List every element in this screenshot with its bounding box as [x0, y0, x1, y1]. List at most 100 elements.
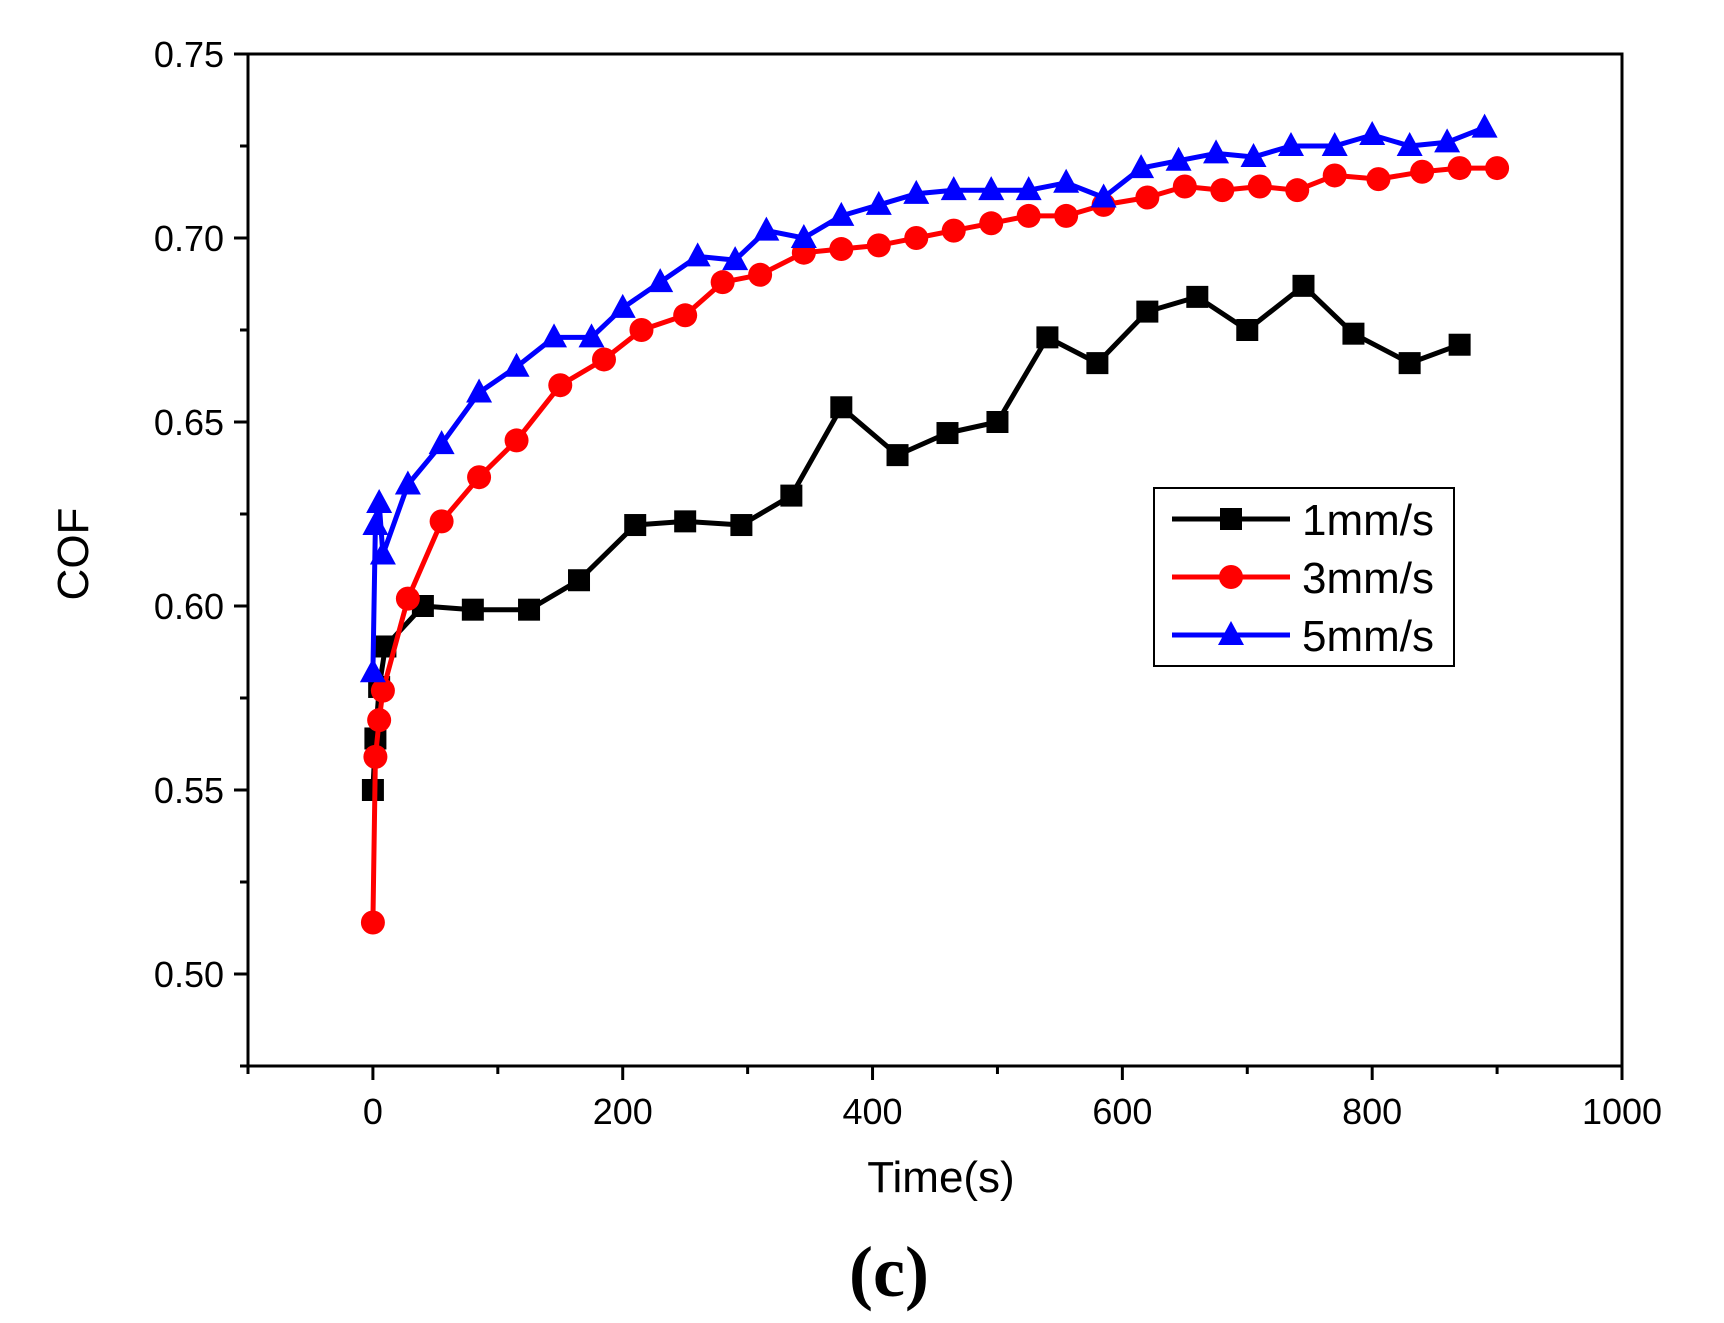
data-point — [1471, 113, 1498, 138]
x-tick-label: 600 — [1092, 1091, 1152, 1132]
data-point — [1447, 156, 1472, 181]
data-point — [753, 216, 780, 241]
data-point — [1321, 132, 1348, 156]
data-point — [647, 268, 674, 293]
data-point — [1090, 183, 1117, 208]
legend-label: 5mm/s — [1302, 612, 1434, 661]
data-point — [568, 569, 591, 592]
data-point — [467, 465, 492, 490]
data-point — [1366, 167, 1391, 192]
data-point — [1054, 203, 1079, 228]
data-point — [1086, 352, 1109, 375]
data-point — [395, 586, 420, 611]
data-point — [1210, 178, 1235, 203]
data-point — [548, 373, 573, 398]
data-point — [591, 347, 616, 372]
data-point — [1203, 139, 1230, 164]
data-point — [541, 323, 568, 348]
data-point — [518, 598, 541, 621]
data-point — [370, 678, 395, 703]
legend-entry: 5mm/s — [1172, 612, 1434, 661]
data-point — [1172, 174, 1197, 199]
data-point — [780, 484, 803, 507]
legend-entry: 3mm/s — [1172, 554, 1434, 603]
data-point — [367, 708, 392, 733]
data-point — [940, 176, 967, 201]
data-point — [1053, 168, 1080, 193]
data-point — [1128, 154, 1155, 179]
data-point — [1186, 285, 1209, 308]
y-tick-label: 0.70 — [154, 218, 224, 259]
labels: Time(s) COF (c) — [49, 508, 1015, 1312]
data-point — [830, 396, 853, 419]
legend-entry: 1mm/s — [1172, 496, 1434, 545]
data-point — [903, 179, 930, 204]
series-5mms — [359, 113, 1498, 683]
data-point — [674, 510, 697, 533]
x-tick-label: 1000 — [1582, 1091, 1662, 1132]
data-point — [904, 226, 929, 250]
legend-label: 1mm/s — [1302, 496, 1434, 545]
data-point — [1398, 352, 1421, 375]
y-tick-label: 0.50 — [154, 954, 224, 995]
data-point — [428, 430, 455, 455]
data-point — [1434, 128, 1461, 153]
x-tick-label: 0 — [363, 1091, 383, 1132]
x-tick-label: 200 — [593, 1091, 653, 1132]
series-group — [359, 113, 1510, 935]
data-point — [461, 598, 484, 621]
data-point — [986, 411, 1009, 433]
axes: 0 200 400 600 800 1000 0.50 0.55 0.60 0.65 0.70 0.7… — [154, 34, 1662, 1132]
data-point — [1359, 120, 1386, 145]
legend-swatch-marker — [1218, 621, 1244, 645]
legend-label: 3mm/s — [1302, 554, 1434, 603]
data-point — [466, 378, 493, 403]
data-point — [1136, 300, 1159, 323]
data-point — [936, 422, 959, 445]
data-point — [429, 509, 454, 534]
data-point — [1240, 143, 1267, 168]
data-point — [710, 270, 735, 295]
data-point — [1016, 203, 1041, 228]
data-point — [578, 323, 605, 348]
data-point — [886, 444, 909, 467]
data-point — [730, 514, 753, 537]
data-point — [828, 201, 855, 226]
data-point — [684, 242, 711, 267]
plot-frame — [246, 52, 1624, 1068]
y-tick-label: 0.75 — [154, 34, 224, 75]
y-tick-label: 0.60 — [154, 586, 224, 627]
data-point — [1285, 178, 1310, 203]
data-point — [722, 246, 749, 271]
legend-swatch-marker — [1219, 565, 1243, 589]
data-point — [360, 910, 385, 935]
data-point — [1396, 132, 1423, 156]
data-point — [394, 470, 421, 495]
data-point — [1277, 132, 1304, 156]
data-point — [369, 540, 396, 565]
data-point — [979, 211, 1004, 236]
data-point — [829, 237, 854, 262]
y-axis-title: COF — [49, 508, 98, 601]
data-point — [503, 352, 530, 377]
data-point — [673, 303, 698, 328]
data-point — [1236, 319, 1259, 341]
legend: 1mm/s 3mm/s 5mm/s — [1153, 487, 1455, 667]
data-point — [1135, 185, 1160, 210]
data-point — [624, 514, 647, 537]
data-point — [629, 318, 654, 342]
data-point — [1292, 274, 1315, 297]
data-point — [363, 744, 388, 769]
data-point — [748, 262, 773, 287]
data-point — [504, 428, 529, 453]
x-tick-label: 800 — [1342, 1091, 1402, 1132]
x-tick-label: 400 — [843, 1091, 903, 1132]
data-point — [866, 233, 891, 258]
data-point — [978, 176, 1005, 201]
x-axis-title: Time(s) — [867, 1153, 1014, 1202]
data-point — [865, 190, 892, 215]
legend-swatch-marker — [1220, 508, 1242, 530]
data-point — [1036, 326, 1059, 349]
y-tick-label: 0.65 — [154, 402, 224, 443]
